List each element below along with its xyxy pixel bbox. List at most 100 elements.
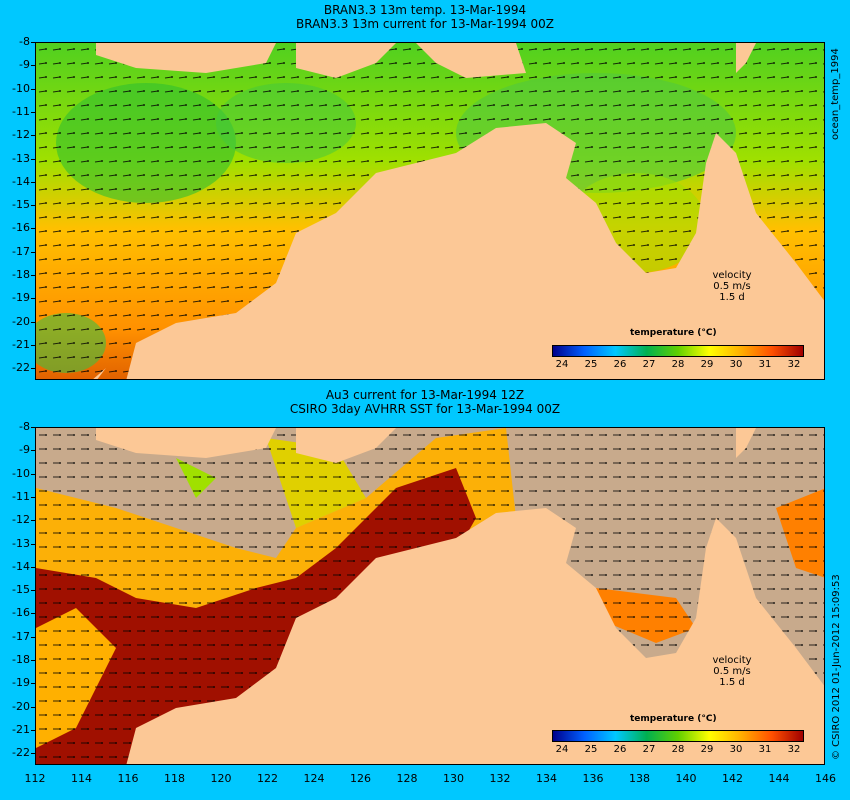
lon-label: 118 [164, 772, 185, 785]
colorbar-label: 27 [642, 359, 656, 370]
velocity-speed: 0.5 m/s [713, 666, 751, 677]
top-lat-tick [31, 228, 35, 230]
bottom-lat-tick [31, 450, 35, 452]
bottom-colorbar-title: temperature (°C) [630, 714, 717, 724]
top-lat-label: -10 [12, 81, 30, 95]
top-lat-tick [31, 368, 35, 370]
australia-land [126, 123, 824, 379]
bottom-lat-label: -15 [12, 583, 30, 597]
top-lat-tick [31, 181, 35, 183]
bottom-lat-tick [31, 636, 35, 638]
bottom-velocity-legend: velocity 0.5 m/s 1.5 d [705, 655, 759, 688]
colorbar-label: 31 [758, 744, 772, 755]
colorbar-label: 32 [787, 744, 801, 755]
top-lat-tick [31, 158, 35, 160]
velocity-period: 1.5 d [719, 292, 745, 303]
top-lat-label: -19 [12, 291, 30, 305]
top-lat-label: -16 [12, 221, 30, 235]
colorbar-label: 24 [555, 359, 569, 370]
top-lat-tick [31, 88, 35, 90]
top-lat-tick [31, 275, 35, 276]
island-land [96, 43, 276, 73]
top-title-2: BRAN3.3 13m current for 13-Mar-1994 00Z [295, 17, 554, 31]
colorbar-label: 29 [700, 744, 714, 755]
bottom-lat-label: -12 [12, 513, 30, 527]
colorbar-label: 25 [584, 744, 598, 755]
lon-label: 134 [536, 772, 557, 785]
bottom-lat-tick [31, 427, 35, 428]
bottom-lat-tick [31, 496, 35, 498]
top-lat-label: -8 [19, 35, 30, 48]
lon-label: 126 [350, 772, 371, 785]
bottom-lat-tick [31, 543, 35, 545]
top-lat-label: -22 [12, 361, 30, 375]
lon-label: 128 [396, 772, 418, 785]
bottom-colorbar [552, 730, 804, 742]
lon-label: 114 [71, 772, 92, 785]
lon-label: 136 [582, 772, 604, 785]
bottom-lat-tick [31, 613, 35, 615]
lon-label: 124 [303, 772, 325, 785]
bottom-lat-label: -22 [12, 746, 30, 760]
bottom-lat-label: -11 [12, 489, 30, 503]
top-lat-tick [31, 344, 35, 346]
top-map-svg [36, 43, 824, 379]
bottom-lat-label: -9 [19, 443, 30, 457]
colorbar-label: 30 [729, 744, 743, 755]
colorbar-label: 26 [613, 744, 627, 755]
bottom-lat-label: -16 [12, 606, 30, 620]
bottom-lat-label: -10 [12, 466, 30, 480]
top-lat-label: -15 [12, 198, 30, 212]
colorbar-label: 28 [671, 744, 685, 755]
top-lat-label: -20 [12, 314, 30, 328]
top-lat-tick [31, 111, 35, 113]
colorbar-label: 26 [613, 359, 627, 370]
velocity-speed: 0.5 m/s [713, 281, 751, 292]
lon-label: 146 [815, 772, 836, 785]
top-colorbar-title: temperature (°C) [630, 328, 717, 338]
bottom-lat-label: -21 [12, 722, 30, 736]
bottom-lat-label: -14 [12, 559, 30, 573]
top-lat-label: -18 [12, 268, 30, 281]
top-lat-tick [31, 251, 35, 253]
bottom-lat-label: -20 [12, 699, 30, 713]
colorbar-label: 28 [671, 359, 685, 370]
bottom-lat-tick [31, 683, 35, 685]
velocity-label: velocity [712, 270, 752, 281]
top-velocity-legend: velocity 0.5 m/s 1.5 d [705, 270, 759, 303]
bottom-side-label: © CSIRO 2012 01-Jun-2012 15:09:53 [831, 574, 842, 760]
top-lat-tick [31, 298, 35, 300]
colorbar-label: 32 [787, 359, 801, 370]
bottom-lat-tick [31, 590, 35, 592]
bottom-lat-tick [31, 753, 35, 755]
top-lat-label: -11 [12, 104, 30, 118]
bottom-lat-label: -8 [19, 420, 30, 433]
bottom-map-panel [35, 427, 825, 765]
top-side-label: ocean_temp_1994 [830, 48, 841, 140]
top-lat-label: -12 [12, 128, 30, 142]
lon-label: 122 [257, 772, 278, 785]
colorbar-label: 29 [700, 359, 714, 370]
top-lat-tick [31, 65, 35, 67]
bottom-lat-label: -13 [12, 536, 30, 550]
lon-label: 116 [117, 772, 139, 785]
lon-label: 140 [675, 772, 697, 785]
colorbar-label: 27 [642, 744, 656, 755]
lon-label: 132 [489, 772, 511, 785]
top-lat-label: -17 [12, 244, 30, 258]
lon-label: 120 [210, 772, 232, 785]
bottom-lat-label: -17 [12, 629, 30, 643]
velocity-label: velocity [712, 655, 752, 666]
bottom-title-1: Au3 current for 13-Mar-1994 12Z [325, 388, 525, 402]
lon-label: 144 [768, 772, 790, 785]
colorbar-label: 31 [758, 359, 772, 370]
colorbar-label: 30 [729, 359, 743, 370]
top-lat-label: -21 [12, 337, 30, 351]
top-title-1: BRAN3.3 13m temp. 13-Mar-1994 [323, 3, 527, 17]
colorbar-label: 25 [584, 359, 598, 370]
top-lat-tick [31, 205, 35, 207]
top-map-panel [35, 42, 825, 380]
bottom-lat-tick [31, 706, 35, 708]
top-lat-label: -13 [12, 151, 30, 165]
bottom-lat-label: -18 [12, 653, 30, 666]
